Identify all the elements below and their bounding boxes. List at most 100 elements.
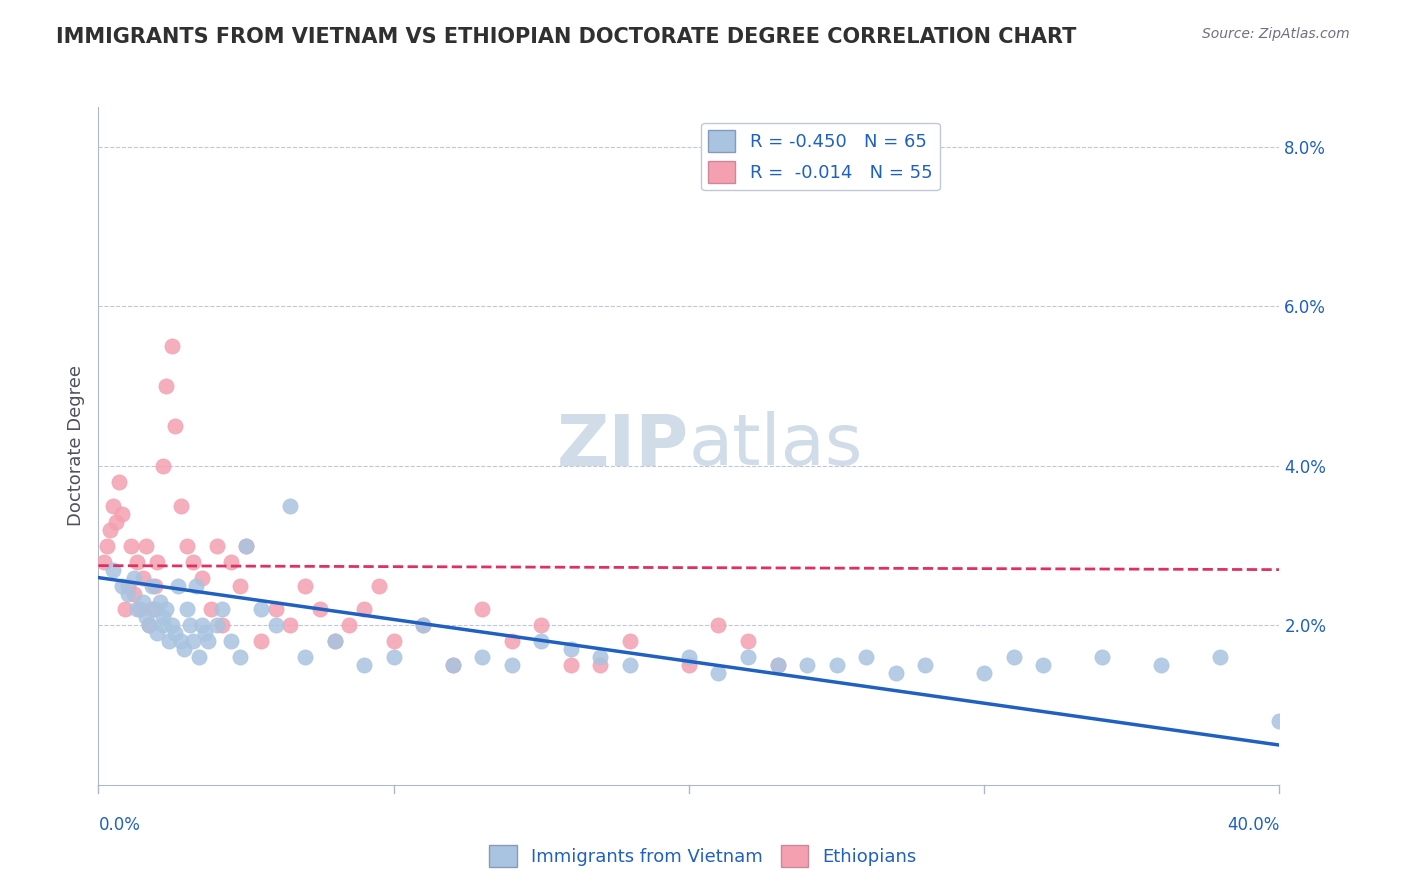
Point xyxy=(471,650,494,665)
Point xyxy=(707,618,730,632)
Point xyxy=(143,602,166,616)
Point xyxy=(884,666,907,681)
Point xyxy=(205,539,228,553)
Point xyxy=(211,618,233,632)
Point xyxy=(181,555,204,569)
Text: ZIP: ZIP xyxy=(557,411,689,481)
Point xyxy=(1268,714,1291,728)
Point xyxy=(973,666,995,681)
Point xyxy=(103,563,125,577)
Point xyxy=(122,586,145,600)
Point xyxy=(98,523,121,537)
Point xyxy=(1032,658,1054,673)
Point xyxy=(162,339,183,353)
Point xyxy=(191,618,214,632)
Point xyxy=(235,539,257,553)
Point xyxy=(471,602,494,616)
Point xyxy=(117,586,139,600)
Point xyxy=(132,594,155,608)
Point xyxy=(737,650,759,665)
Point xyxy=(229,650,252,665)
Point xyxy=(323,634,346,648)
Point xyxy=(441,658,464,673)
Point xyxy=(1002,650,1025,665)
Point xyxy=(135,610,157,624)
Point xyxy=(678,650,700,665)
Point xyxy=(194,626,217,640)
Point xyxy=(146,626,169,640)
Point xyxy=(117,578,139,592)
Point xyxy=(120,539,142,553)
Point xyxy=(501,634,523,648)
Point xyxy=(179,618,201,632)
Point xyxy=(294,650,316,665)
Point xyxy=(96,539,118,553)
Point xyxy=(294,578,316,592)
Point xyxy=(278,499,302,513)
Text: Source: ZipAtlas.com: Source: ZipAtlas.com xyxy=(1202,27,1350,41)
Point xyxy=(678,658,700,673)
Point xyxy=(132,571,155,585)
Point xyxy=(165,626,187,640)
Point xyxy=(143,578,166,592)
Point xyxy=(108,475,131,489)
Text: IMMIGRANTS FROM VIETNAM VS ETHIOPIAN DOCTORATE DEGREE CORRELATION CHART: IMMIGRANTS FROM VIETNAM VS ETHIOPIAN DOC… xyxy=(56,27,1077,46)
Point xyxy=(1150,658,1173,673)
Point xyxy=(264,602,287,616)
Point xyxy=(105,515,128,529)
Point xyxy=(560,642,582,657)
Point xyxy=(155,602,177,616)
Point xyxy=(170,634,193,648)
Text: 40.0%: 40.0% xyxy=(1227,816,1279,834)
Point xyxy=(235,539,257,553)
Point xyxy=(219,634,242,648)
Point xyxy=(111,507,134,521)
Point xyxy=(173,642,195,657)
Point xyxy=(170,499,193,513)
Point xyxy=(530,634,553,648)
Point xyxy=(796,658,818,673)
Point xyxy=(138,618,160,632)
Point xyxy=(155,379,177,393)
Point xyxy=(111,578,134,592)
Point xyxy=(176,602,198,616)
Point xyxy=(184,578,207,592)
Point xyxy=(278,618,302,632)
Point xyxy=(264,618,287,632)
Point xyxy=(211,602,233,616)
Point xyxy=(353,602,375,616)
Point xyxy=(103,499,125,513)
Point xyxy=(1091,650,1114,665)
Point xyxy=(128,602,150,616)
Point xyxy=(181,634,204,648)
Point xyxy=(197,634,219,648)
Point xyxy=(152,618,174,632)
Point xyxy=(560,658,582,673)
Point xyxy=(125,602,148,616)
Point xyxy=(122,571,145,585)
Point xyxy=(219,555,242,569)
Point xyxy=(353,658,375,673)
Point xyxy=(412,618,434,632)
Point xyxy=(412,618,434,632)
Point xyxy=(530,618,553,632)
Point xyxy=(152,458,174,473)
Point xyxy=(141,578,163,592)
Point xyxy=(737,634,759,648)
Point xyxy=(589,650,612,665)
Point xyxy=(441,658,464,673)
Point xyxy=(152,610,174,624)
Point xyxy=(382,634,405,648)
Text: 0.0%: 0.0% xyxy=(98,816,141,834)
Point xyxy=(191,571,214,585)
Point xyxy=(138,618,160,632)
Point xyxy=(250,602,273,616)
Point xyxy=(141,602,163,616)
Point xyxy=(157,634,180,648)
Point xyxy=(914,658,936,673)
Point xyxy=(93,555,115,569)
Point xyxy=(589,658,612,673)
Legend: Immigrants from Vietnam, Ethiopians: Immigrants from Vietnam, Ethiopians xyxy=(482,838,924,874)
Point xyxy=(135,539,157,553)
Point xyxy=(855,650,877,665)
